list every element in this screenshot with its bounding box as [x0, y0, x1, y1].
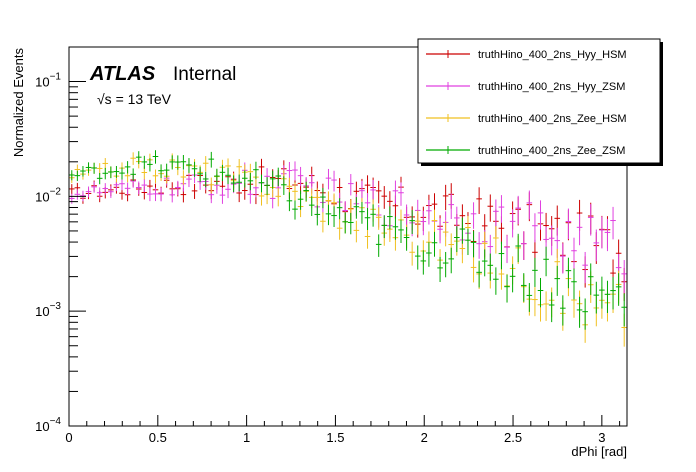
legend-entry: truthHino_400_2ns_Zee_HSM	[426, 113, 627, 125]
y-tick-label: 10−2	[35, 186, 61, 204]
plot-frame	[68, 46, 628, 427]
axis-ticks: 0 0.5 1 1.5 2 2.5 3 10−1 10−2 10−3 10−4	[35, 46, 621, 445]
x-axis-title: dPhi [rad]	[571, 444, 627, 459]
x-tick-label: 0	[65, 430, 72, 445]
y-axis-title: Normalized Events	[11, 48, 26, 158]
x-tick-label: 1.5	[326, 430, 344, 445]
energy-label: √s = 13 TeV	[97, 91, 172, 107]
legend-entry: truthHino_400_2ns_Hyy_ZSM	[426, 81, 625, 93]
series-truthHino_400_2ns_Zee_ZSM	[69, 150, 627, 330]
legend-entry: truthHino_400_2ns_Hyy_HSM	[426, 49, 627, 61]
y-tick-label: 10−4	[35, 416, 61, 434]
legend: truthHino_400_2ns_Hyy_HSM truthHino_400_2…	[417, 38, 663, 166]
x-tick-label: 2.5	[504, 430, 522, 445]
y-tick-label: 10−3	[35, 301, 61, 319]
series-layer	[69, 150, 627, 347]
x-tick-label: 1	[243, 430, 250, 445]
internal-label: Internal	[173, 64, 236, 85]
legend-entry: truthHino_400_2ns_Zee_ZSM	[426, 145, 625, 157]
legend-label: truthHino_400_2ns_Hyy_ZSM	[478, 81, 625, 93]
y-tick-label: 10−1	[35, 72, 61, 90]
x-tick-label: 2	[421, 430, 428, 445]
legend-label: truthHino_400_2ns_Hyy_HSM	[478, 49, 627, 61]
legend-label: truthHino_400_2ns_Zee_HSM	[478, 113, 627, 125]
legend-label: truthHino_400_2ns_Zee_ZSM	[478, 145, 625, 157]
x-tick-label: 3	[598, 430, 605, 445]
x-tick-label: 0.5	[149, 430, 167, 445]
atlas-label: ATLAS	[89, 63, 156, 85]
